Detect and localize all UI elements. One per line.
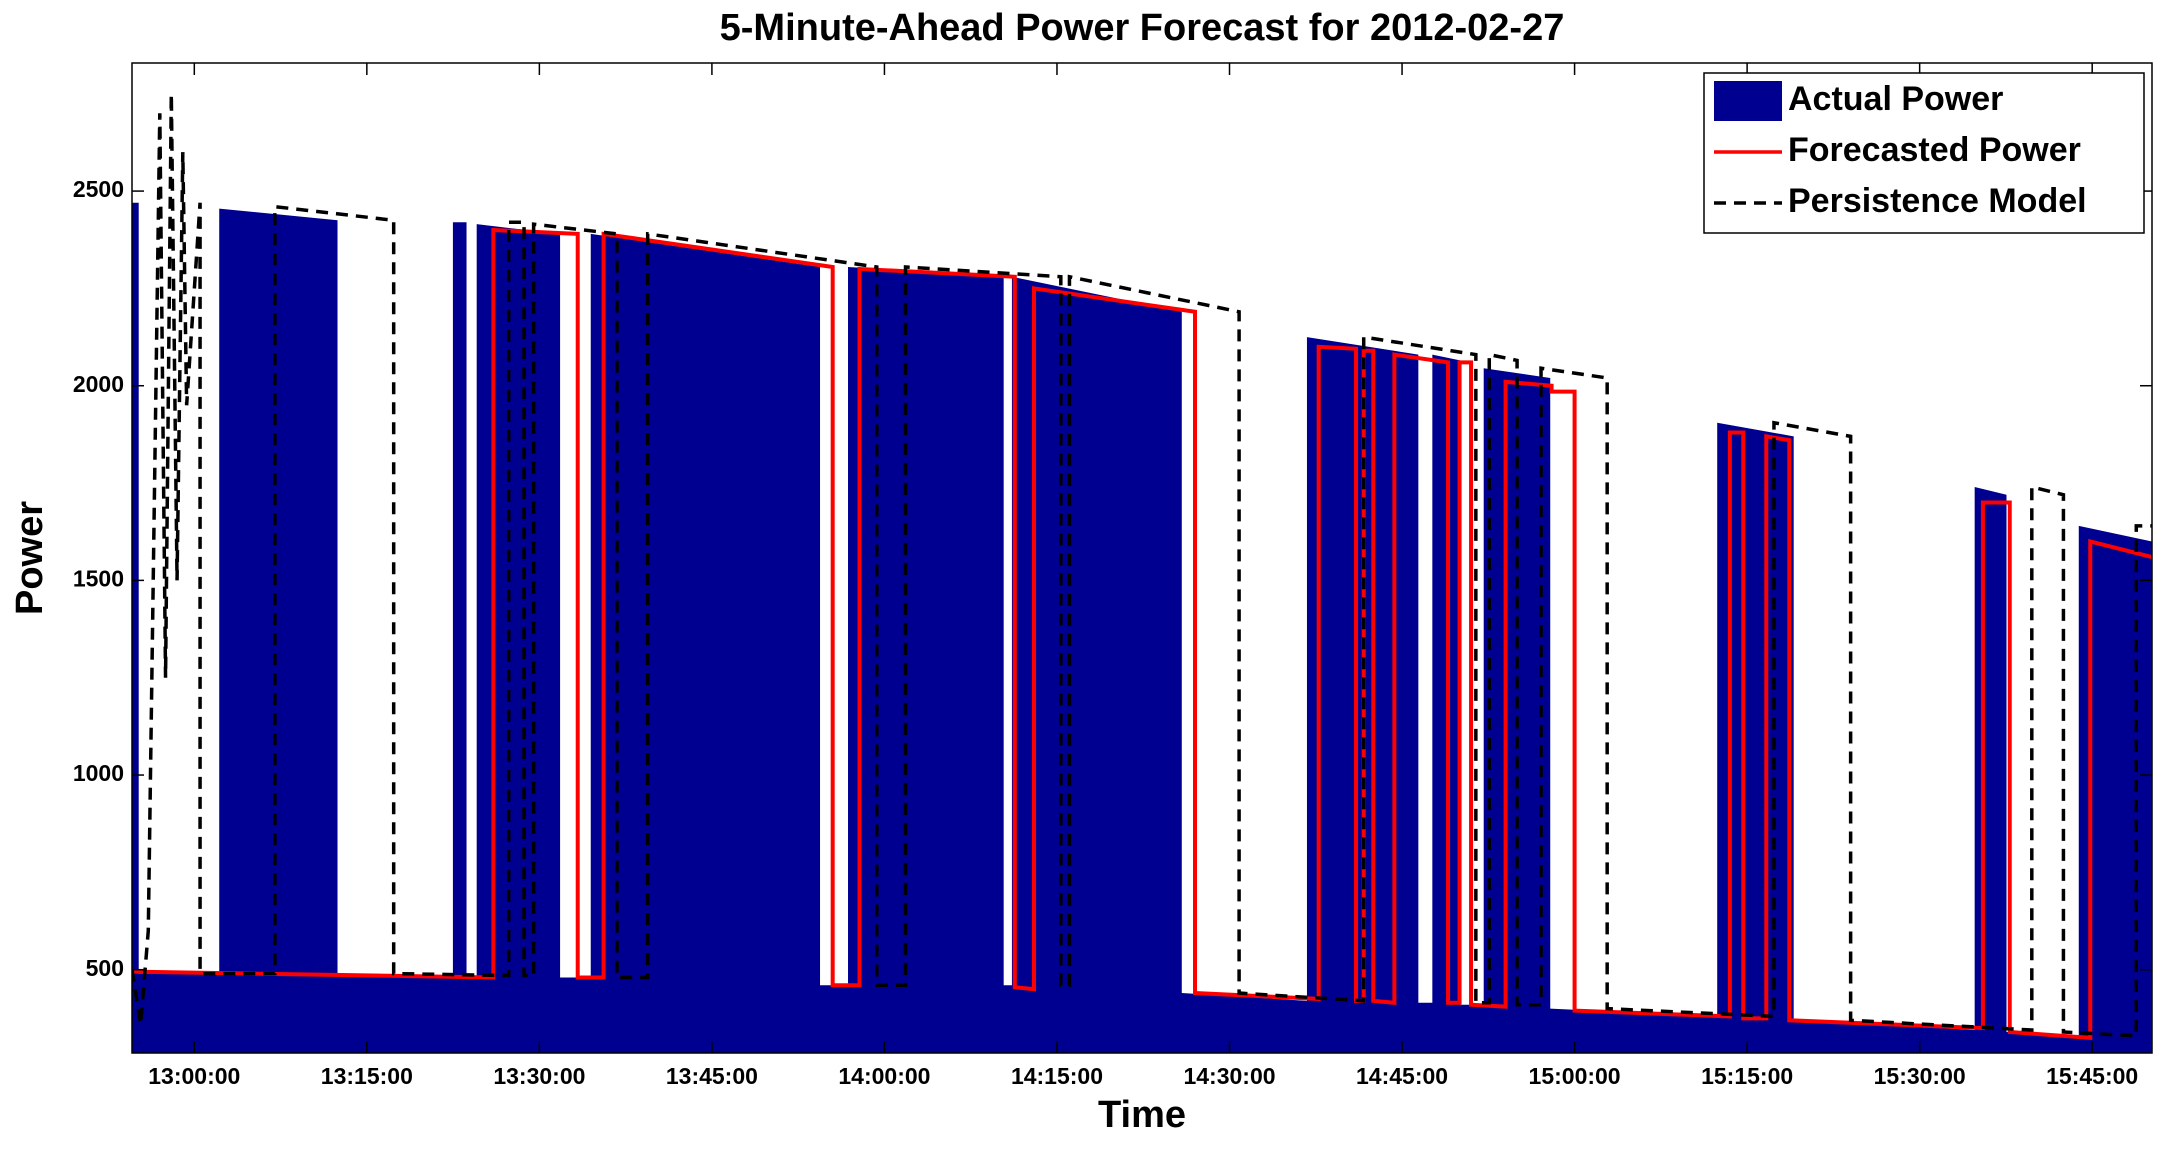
x-tick-label: 15:45:00 xyxy=(2046,1063,2138,1089)
x-tick-label: 13:00:00 xyxy=(148,1063,240,1089)
line xyxy=(132,227,2152,1040)
x-tick-label: 14:15:00 xyxy=(1011,1063,1103,1089)
y-tick-label: 1500 xyxy=(73,565,124,591)
plot-frame xyxy=(131,62,2153,1054)
x-tick-label: 13:30:00 xyxy=(493,1063,585,1089)
legend: Actual Power Forecasted Power Persistence … xyxy=(1703,72,2145,234)
x-tick-label: 13:15:00 xyxy=(321,1063,413,1089)
y-tick-label: 2000 xyxy=(73,371,124,397)
x-axis-label: Time xyxy=(1098,1094,1186,1136)
y-tick-label: 1000 xyxy=(73,760,124,786)
legend-label: Forecasted Power xyxy=(1788,131,2081,169)
x-tick-label: 13:45:00 xyxy=(666,1063,758,1089)
x-tick-label: 14:00:00 xyxy=(838,1063,930,1089)
legend-swatch xyxy=(1714,81,1782,121)
line xyxy=(132,93,2152,1038)
area xyxy=(132,202,2152,1053)
legend-label: Actual Power xyxy=(1788,80,2003,118)
y-tick-label: 2500 xyxy=(73,176,124,202)
x-tick-label: 14:45:00 xyxy=(1356,1063,1448,1089)
y-axis-label: Power xyxy=(9,501,51,615)
x-tick-label: 14:30:00 xyxy=(1183,1063,1275,1089)
legend-label: Persistence Model xyxy=(1788,182,2087,220)
y-tick-label: 500 xyxy=(86,955,124,981)
x-tick-label: 15:00:00 xyxy=(1529,1063,1621,1089)
x-tick-label: 15:15:00 xyxy=(1701,1063,1793,1089)
x-tick-label: 15:30:00 xyxy=(1874,1063,1966,1089)
plot-area xyxy=(132,93,2152,1053)
chart-title: 5-Minute-Ahead Power Forecast for 2012-0… xyxy=(720,7,1565,49)
